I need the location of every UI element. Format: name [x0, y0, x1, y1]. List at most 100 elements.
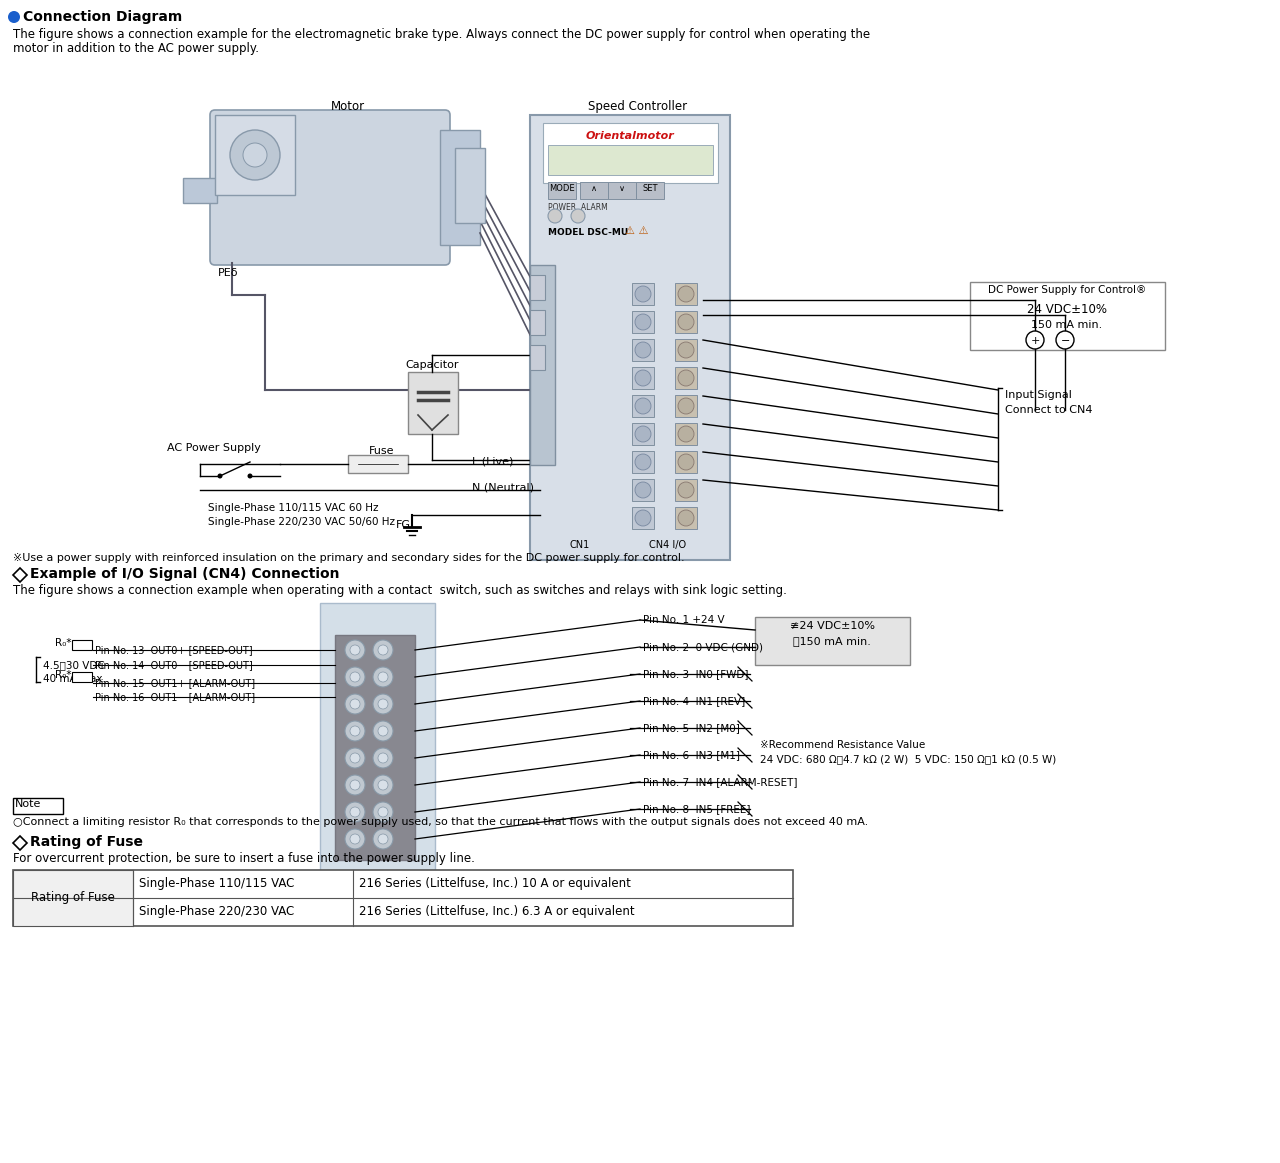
Text: Pin No. 4  IN1 [REV]: Pin No. 4 IN1 [REV] [643, 695, 745, 706]
Text: CN1: CN1 [570, 540, 590, 550]
Circle shape [678, 314, 694, 330]
Circle shape [635, 398, 652, 414]
Text: 4.5～30 VDC: 4.5～30 VDC [44, 659, 105, 670]
Circle shape [372, 640, 393, 659]
Circle shape [346, 668, 365, 687]
Circle shape [349, 726, 360, 736]
Bar [632, 283, 654, 305]
Text: For overcurrent protection, be sure to insert a fuse into the power supply line.: For overcurrent protection, be sure to i… [13, 852, 475, 865]
Bar [530, 265, 556, 465]
Bar [632, 451, 654, 473]
Text: SET: SET [643, 184, 658, 193]
Bar [675, 479, 698, 501]
Text: Pin No. 5  IN2 [M0]: Pin No. 5 IN2 [M0] [643, 723, 740, 733]
Text: MODE: MODE [549, 184, 575, 193]
Bar [320, 602, 435, 873]
Circle shape [372, 802, 393, 822]
Bar [454, 148, 485, 223]
Text: PEδ: PEδ [218, 267, 238, 278]
Text: +: + [1030, 336, 1041, 347]
Circle shape [349, 834, 360, 844]
Circle shape [678, 481, 694, 498]
Text: ∨: ∨ [620, 184, 625, 193]
Text: 24 VDC: 680 Ω～4.7 kΩ (2 W)  5 VDC: 150 Ω～1 kΩ (0.5 W): 24 VDC: 680 Ω～4.7 kΩ (2 W) 5 VDC: 150 Ω～… [760, 754, 1056, 764]
Bar [530, 311, 545, 335]
Circle shape [635, 426, 652, 442]
Circle shape [635, 314, 652, 330]
Bar [580, 181, 608, 199]
Text: Connect to CN4: Connect to CN4 [1005, 405, 1093, 415]
Text: 216 Series (Littelfuse, Inc.) 6.3 A or equivalent: 216 Series (Littelfuse, Inc.) 6.3 A or e… [358, 906, 635, 919]
Text: 150 mA min.: 150 mA min. [1032, 320, 1102, 330]
Text: Motor: Motor [332, 100, 365, 113]
Text: R₀*: R₀* [55, 670, 72, 680]
Text: Pin No. 16  OUT1− [ALARM-OUT]: Pin No. 16 OUT1− [ALARM-OUT] [95, 692, 255, 702]
Text: Input Signal: Input Signal [1005, 390, 1071, 400]
Circle shape [1027, 331, 1044, 349]
Bar [530, 274, 545, 300]
Circle shape [635, 286, 652, 302]
Circle shape [346, 721, 365, 741]
Circle shape [349, 807, 360, 816]
Bar [608, 181, 636, 199]
Circle shape [247, 473, 252, 478]
Text: Pin No. 6  IN3 [M1]: Pin No. 6 IN3 [M1] [643, 750, 740, 759]
Text: Pin No. 7  IN4 [ALARM-RESET]: Pin No. 7 IN4 [ALARM-RESET] [643, 777, 797, 787]
Circle shape [346, 694, 365, 714]
Bar [440, 130, 480, 245]
Circle shape [378, 672, 388, 682]
Text: Rating of Fuse: Rating of Fuse [31, 892, 115, 905]
Circle shape [346, 775, 365, 795]
Text: Pin No. 2  0 VDC (GND): Pin No. 2 0 VDC (GND) [643, 642, 763, 652]
Bar [636, 181, 664, 199]
Bar [408, 372, 458, 434]
Bar [675, 283, 698, 305]
Circle shape [678, 286, 694, 302]
Text: Pin No. 1 +24 V: Pin No. 1 +24 V [643, 615, 724, 625]
Bar [215, 115, 294, 195]
Circle shape [372, 775, 393, 795]
Bar [755, 618, 910, 665]
Circle shape [349, 699, 360, 709]
Bar [548, 145, 713, 174]
Bar [543, 123, 718, 183]
Bar [675, 451, 698, 473]
Circle shape [635, 370, 652, 386]
Bar [13, 798, 63, 814]
Circle shape [378, 752, 388, 763]
Circle shape [678, 426, 694, 442]
Text: Single-Phase 110/115 VAC 60 Hz: Single-Phase 110/115 VAC 60 Hz [207, 504, 379, 513]
Circle shape [635, 342, 652, 358]
Circle shape [378, 699, 388, 709]
Circle shape [378, 780, 388, 790]
Text: ∧: ∧ [591, 184, 596, 193]
Bar [72, 640, 92, 650]
Circle shape [372, 721, 393, 741]
Text: ○Connect a limiting resistor R₀ that corresponds to the power supply used, so th: ○Connect a limiting resistor R₀ that cor… [13, 816, 868, 827]
Circle shape [378, 726, 388, 736]
Text: N (Neutral): N (Neutral) [472, 483, 534, 493]
Text: ⚠ ⚠: ⚠ ⚠ [625, 226, 649, 236]
Bar [675, 311, 698, 333]
Circle shape [372, 668, 393, 687]
Bar [632, 338, 654, 361]
Text: Rating of Fuse: Rating of Fuse [29, 835, 143, 849]
Text: Capacitor: Capacitor [406, 361, 458, 370]
Text: DC Power Supply for Control®: DC Power Supply for Control® [988, 285, 1146, 295]
Bar [675, 395, 698, 418]
Bar [72, 672, 92, 682]
Text: MODEL DSC-MU: MODEL DSC-MU [548, 228, 628, 237]
Bar [548, 181, 576, 199]
Circle shape [349, 645, 360, 655]
Circle shape [378, 645, 388, 655]
Circle shape [548, 209, 562, 223]
Bar [530, 115, 730, 561]
Circle shape [678, 511, 694, 526]
Circle shape [635, 481, 652, 498]
Text: The figure shows a connection example for the electromagnetic brake type. Always: The figure shows a connection example fo… [13, 28, 870, 41]
Bar [530, 345, 545, 370]
Bar [13, 870, 133, 926]
Circle shape [678, 398, 694, 414]
Circle shape [372, 694, 393, 714]
Bar [183, 178, 218, 204]
